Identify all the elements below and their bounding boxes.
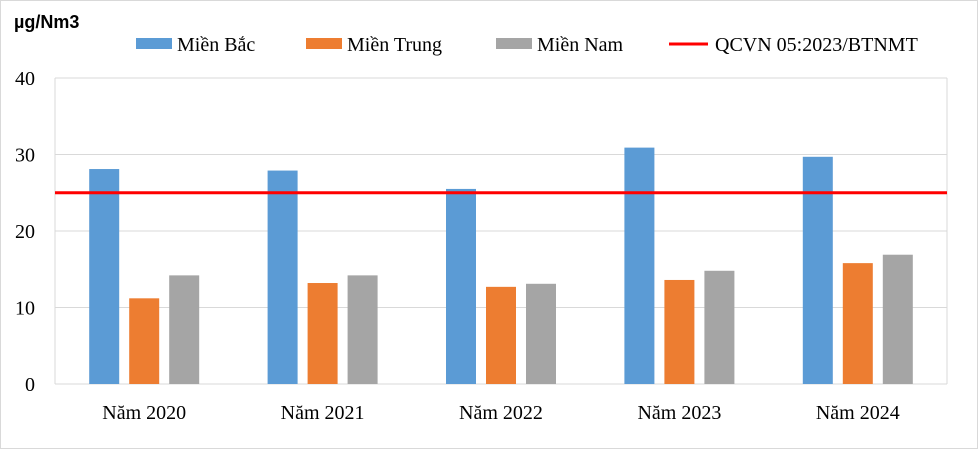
y-tick-label: 30 (15, 145, 35, 167)
y-tick-label: 0 (25, 374, 35, 396)
x-category-label: Năm 2022 (459, 402, 543, 424)
legend-swatch (306, 38, 342, 49)
bars (89, 147, 913, 384)
x-axis-categories: Năm 2020 Năm 2021 Năm 2022 Năm 2023 Năm 2024 (102, 402, 899, 424)
legend: Miền Bắc Miền Trung Miền Nam QCVN 05:2023/B… (136, 34, 918, 56)
bar-1-3 (446, 188, 476, 384)
y-tick-label: 20 (15, 221, 35, 243)
legend-label: Miền Nam (537, 34, 624, 56)
x-category-label: Năm 2021 (281, 402, 365, 424)
y-axis-unit-label: µg/Nm3 (14, 12, 79, 32)
bar-3-1 (169, 275, 200, 384)
legend-label: Miền Trung (347, 34, 442, 56)
bar-3-4 (704, 270, 735, 384)
bar-1-1 (89, 169, 120, 384)
bar-1-4 (624, 147, 655, 384)
bar-3-5 (882, 254, 913, 384)
legend-swatch (136, 38, 172, 49)
bar-2-5 (842, 263, 873, 384)
legend-label: QCVN 05:2023/BTNMT (715, 34, 918, 56)
bar-2-1 (129, 298, 160, 384)
y-tick-label: 10 (15, 298, 35, 320)
legend-swatch (496, 38, 532, 49)
bar-3-3 (526, 283, 556, 384)
bar-1-5 (802, 156, 833, 384)
x-category-label: Năm 2024 (816, 402, 900, 424)
bar-2-2 (307, 283, 338, 384)
y-tick-label: 40 (15, 68, 35, 90)
x-category-label: Năm 2020 (102, 402, 186, 424)
x-category-label: Năm 2023 (637, 402, 721, 424)
legend-label: Miền Bắc (177, 34, 255, 56)
bar-2-3 (486, 286, 516, 384)
bar-1-2 (267, 170, 298, 384)
bar-2-4 (664, 279, 695, 384)
y-axis-ticks: 0 10 20 30 40 (15, 68, 35, 396)
bar-3-2 (347, 275, 378, 384)
